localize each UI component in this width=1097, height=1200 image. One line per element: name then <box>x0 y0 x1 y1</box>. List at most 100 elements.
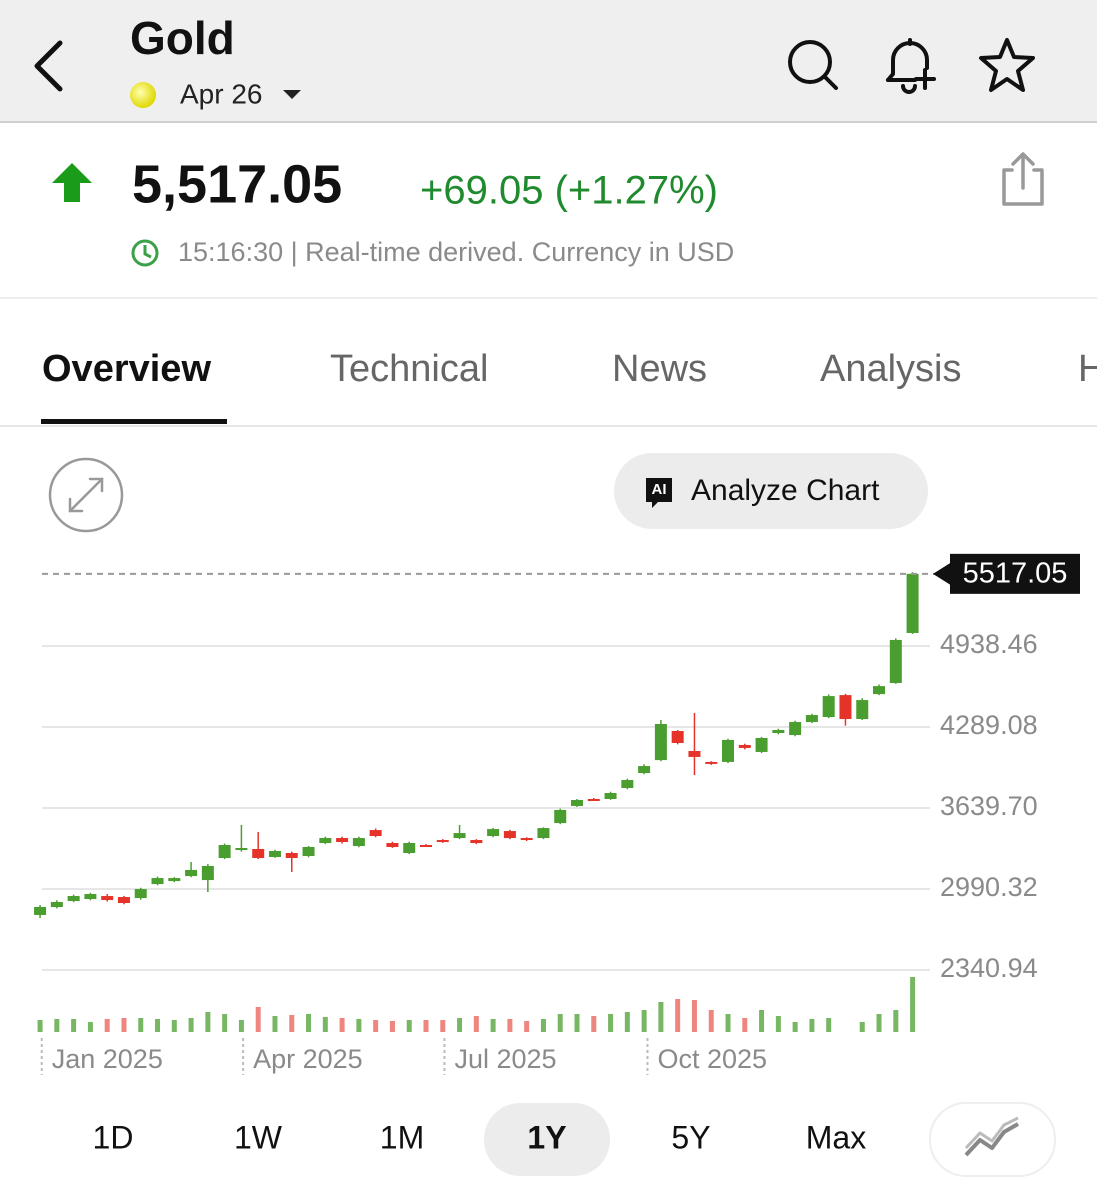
candle-body <box>621 780 634 789</box>
candle-body <box>436 840 449 843</box>
expand-button[interactable] <box>48 457 124 533</box>
volume-bar <box>138 1018 144 1032</box>
tab[interactable]: Analysis <box>820 348 962 390</box>
candle-body <box>185 869 198 877</box>
volume-bar <box>658 1002 664 1032</box>
candle-body <box>50 902 63 908</box>
candle-body <box>285 852 298 858</box>
volume-bar <box>457 1018 463 1032</box>
volume-bar <box>440 1020 446 1032</box>
timestamp: 15:16:30 | Real-time derived. Currency i… <box>178 237 734 267</box>
volume-bar <box>641 1010 647 1032</box>
candle-body <box>101 896 114 901</box>
volume-bar <box>775 1016 781 1032</box>
volume-bar <box>289 1015 295 1032</box>
search-button[interactable] <box>788 40 838 90</box>
last-price-pointer <box>933 561 952 586</box>
dropdown-caret[interactable] <box>283 90 301 99</box>
candle-body <box>537 828 550 839</box>
range-button[interactable]: Max <box>806 1119 866 1155</box>
volume-bar <box>188 1018 194 1032</box>
gold-icon <box>130 82 156 108</box>
candle-body <box>906 573 919 633</box>
volume-bar <box>473 1016 479 1032</box>
candle-body <box>369 830 382 837</box>
candle-body <box>336 838 349 843</box>
candle-body <box>520 838 533 841</box>
volume-bar <box>171 1020 177 1032</box>
candle-body <box>755 737 768 752</box>
volume-bar <box>624 1012 630 1032</box>
candle-body <box>688 750 701 757</box>
volume-bar <box>691 1000 697 1032</box>
volume-bar <box>87 1022 93 1032</box>
candle-body <box>638 766 651 774</box>
candle-body <box>403 843 416 853</box>
range-button[interactable]: 1D <box>93 1119 134 1155</box>
candle-body <box>705 761 718 764</box>
candle-body <box>352 838 365 847</box>
header-bar <box>0 0 1097 122</box>
active-tab-indicator <box>41 419 227 424</box>
ai-badge-bg <box>646 478 672 508</box>
favorite-button[interactable] <box>979 38 1035 92</box>
candle-body <box>738 744 751 748</box>
date-selector[interactable]: Apr 26 <box>180 78 263 109</box>
tab[interactable]: H <box>1078 348 1097 390</box>
tab[interactable]: News <box>612 348 707 390</box>
candle-body <box>873 686 886 695</box>
active-range-bg <box>484 1103 610 1176</box>
up-arrow <box>52 163 92 202</box>
x-tick-label: Apr 2025 <box>253 1044 363 1074</box>
candle-body <box>503 831 516 839</box>
volume-bar <box>507 1019 513 1032</box>
chart-style-button[interactable] <box>929 1102 1056 1177</box>
tab[interactable]: Technical <box>330 348 488 390</box>
volume-bar <box>389 1021 395 1032</box>
analyze-chart-label[interactable]: Analyze Chart <box>691 474 880 507</box>
analyze-chart-button[interactable] <box>614 453 928 529</box>
volume-bar <box>591 1016 597 1032</box>
price: 5,517.05 <box>132 154 342 214</box>
range-button[interactable]: 5Y <box>671 1119 710 1155</box>
volume-bar <box>725 1014 731 1032</box>
candle-body <box>554 809 567 824</box>
tab[interactable]: Overview <box>42 348 211 390</box>
candle-body <box>772 730 785 734</box>
alert-button[interactable] <box>886 38 936 94</box>
range-button[interactable]: 1M <box>380 1119 424 1155</box>
volume-bar <box>423 1020 429 1032</box>
candle-body <box>470 840 483 844</box>
chart: 2340.94 2990.32 3639.70 4289.08 4938.46 Jan 2… <box>34 553 1080 1075</box>
volume-bar <box>238 1020 244 1032</box>
volume-bar <box>121 1018 127 1032</box>
volume-bar <box>373 1020 379 1032</box>
candle-body <box>67 896 80 902</box>
candle-body <box>604 792 617 799</box>
volume-bar <box>608 1014 614 1032</box>
candle-body <box>587 798 600 801</box>
y-tick-label: 4938.46 <box>940 629 1038 659</box>
volume-bar <box>406 1020 412 1032</box>
volume-bar <box>708 1010 714 1032</box>
candle-body <box>571 799 584 806</box>
back-button[interactable] <box>34 40 63 92</box>
volume-bar <box>339 1018 345 1032</box>
x-tick-label: Oct 2025 <box>657 1044 767 1074</box>
candle-body <box>889 639 902 683</box>
volume-bar <box>37 1020 43 1032</box>
last-price-box <box>950 553 1080 594</box>
candle-body <box>268 850 281 857</box>
volume-bar <box>742 1018 748 1032</box>
candle-body <box>805 715 818 723</box>
candle-body <box>654 724 667 761</box>
range-button[interactable]: 1W <box>234 1119 283 1155</box>
volume-bar <box>306 1014 312 1032</box>
volume-bar <box>490 1019 496 1032</box>
candle-body <box>151 878 164 885</box>
range-button[interactable]: 1Y <box>527 1119 566 1155</box>
clock-icon <box>131 239 159 267</box>
share-button[interactable] <box>1002 152 1044 206</box>
volume-bar <box>222 1014 228 1032</box>
